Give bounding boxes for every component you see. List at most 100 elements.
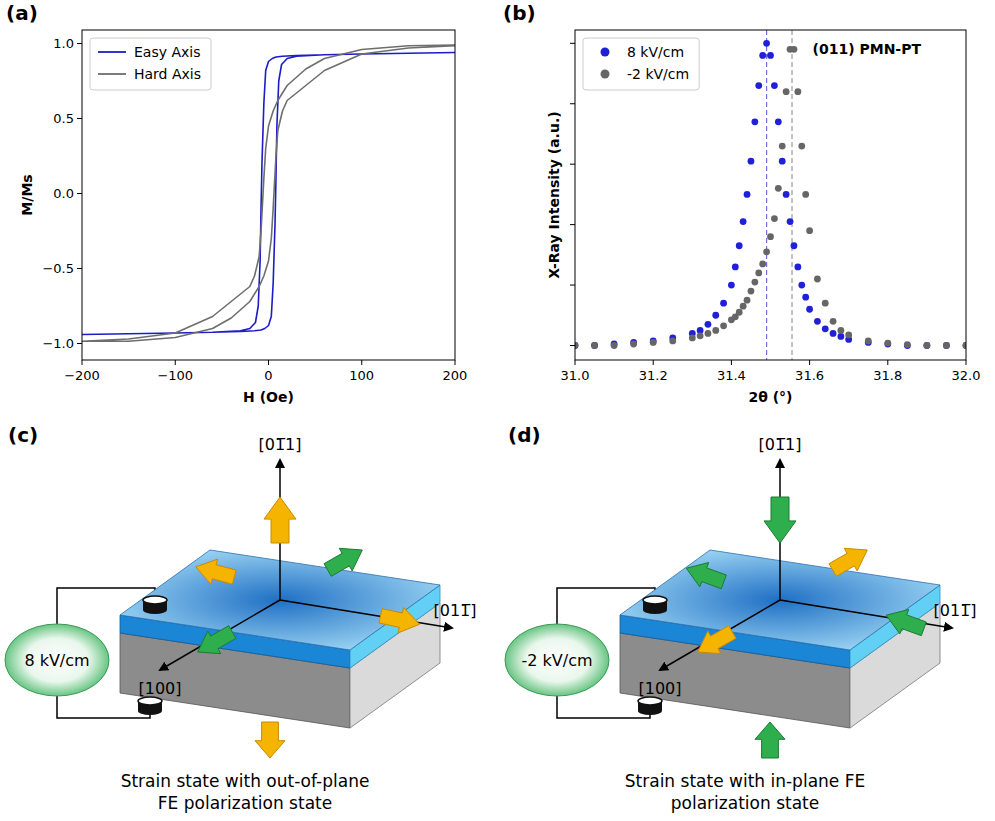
plot-area [575,30,966,360]
data-point [884,340,891,347]
y-tick [77,43,82,44]
polarization-arrow [755,722,785,758]
x-tick [455,360,456,365]
x-tick-label: 100 [349,368,374,383]
data-point [712,327,719,334]
data-point [787,218,794,225]
y-tick [77,193,82,194]
y-axis-title: M/Ms [19,174,35,215]
polarization-arrow [255,722,285,758]
panel-letter: (a) [6,1,38,25]
y-tick [570,345,575,346]
data-point [845,332,852,339]
wire [57,696,150,718]
polarization-arrow [698,626,736,654]
polarization-arrow [264,497,296,543]
x-axis-title: H (Oe) [243,389,294,405]
legend: Easy AxisHard Axis [90,38,211,90]
x-tick [361,360,362,365]
polarization-arrow [686,563,726,589]
x-tick-label: 31.2 [639,368,668,383]
panel-letter: (b) [503,1,536,25]
y-tick-label: −1.0 [42,336,74,351]
panel-letter: (d) [508,423,541,447]
polarization-arrow [886,610,926,636]
electrode-top [143,596,167,604]
data-point [767,52,774,59]
caption: Strain state with out-of-plane [121,771,370,791]
y-tick-label: 1.0 [53,36,74,51]
y-tick [570,164,575,165]
data-point [712,312,719,319]
data-point [728,282,735,289]
x-tick-label: 31.0 [561,368,590,383]
data-point [697,332,704,339]
x-tick-label: 31.8 [873,368,902,383]
data-point [779,158,786,165]
data-point [575,342,578,349]
x-tick-label: 0 [264,368,272,383]
annotation: (011) PMN-PT [813,41,922,57]
x-tick-label: 32.0 [952,368,981,383]
voltage-source [5,624,109,696]
data-point [822,325,829,332]
y-tick [570,285,575,286]
data-point [763,40,770,47]
y-tick-label: −0.5 [42,261,74,276]
axis-arrow [660,600,780,670]
data-point [740,303,747,310]
axis-label: [100] [638,679,681,698]
data-point [669,338,676,345]
panel-letter: (c) [8,423,38,447]
data-point [806,227,813,234]
x-tick [731,360,732,365]
legend-box [583,38,699,90]
axis-label: [011̅] [933,601,976,620]
series-line [82,53,455,335]
data-point [822,300,829,307]
data-point [830,318,837,325]
legend-box [90,38,211,90]
data-point [575,342,578,349]
diagram: [01̅1][100][011̅]-2 kV/cm(d)Strain state… [505,423,977,813]
x-tick-label: −100 [157,368,193,383]
electrode-top [638,697,662,705]
data-point [755,82,762,89]
y-axis-title: X-Ray Intensity (a.u.) [546,111,562,278]
data-point [611,342,618,349]
polarization-arrow [379,608,420,633]
legend-label: 8 kV/cm [627,44,684,60]
data-point [751,279,758,286]
electrode [638,707,662,715]
x-tick [809,360,810,365]
data-point [744,191,751,198]
data-point [806,306,813,313]
chart: 31.031.231.431.631.832.02θ (°)X-Ray Inte… [503,1,980,405]
data-point [736,242,743,249]
data-point [751,118,758,125]
data-point [767,233,774,240]
voltage-label: 8 kV/cm [24,651,89,670]
legend-label: -2 kV/cm [627,66,689,82]
x-tick-label: 31.4 [717,368,746,383]
data-point [763,248,770,255]
data-point [755,270,762,277]
x-tick [575,360,576,365]
data-point [775,118,782,125]
polarization-arrow [324,548,362,576]
data-point [720,322,727,329]
polarization-arrow [196,559,237,584]
y-tick-label: 0.5 [53,111,74,126]
data-point [775,185,782,192]
y-tick [570,103,575,104]
axis-label: [100] [138,679,181,698]
legend-marker [601,48,610,57]
data-point [798,282,805,289]
legend-line [98,51,126,53]
data-point [759,261,766,268]
data-point [884,341,891,348]
y-tick-label: 0.0 [53,186,74,201]
axis-arrow [160,600,280,670]
data-point [744,297,751,304]
voltage-label: -2 kV/cm [521,651,592,670]
